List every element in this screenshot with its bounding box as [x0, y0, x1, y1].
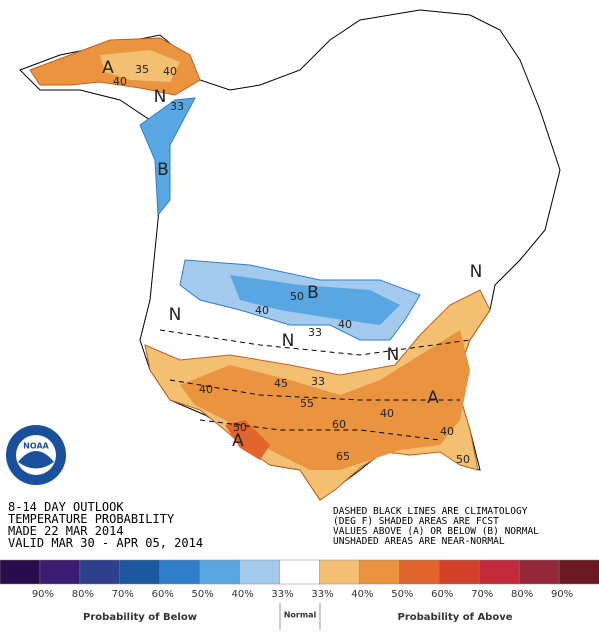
legend-label: 40% [351, 589, 373, 600]
legend-label: 33% [311, 589, 333, 600]
legend-swatch [439, 559, 480, 585]
logo-bird [18, 451, 54, 469]
note-line: (DEG F) SHADED AREAS ARE FCST [333, 516, 499, 527]
legend-swatch [558, 559, 599, 585]
map-label: 40 [380, 407, 394, 420]
logo-text: NOAA [23, 442, 49, 451]
legend-swatch [319, 559, 361, 585]
map-label: 33 [170, 100, 184, 113]
legend-caption: Probability of Below [83, 612, 197, 623]
map [19, 9, 561, 501]
legend-caption: Normal [284, 611, 317, 620]
map-label: B [157, 160, 169, 180]
map-label: 33 [308, 326, 322, 339]
header-line: TEMPERATURE PROBABILITY [8, 512, 175, 526]
map-label: 40 [113, 75, 127, 88]
legend-swatch [199, 559, 241, 585]
map-label: B [307, 283, 319, 303]
legend-label: 50% [192, 589, 214, 600]
climatology-line [199, 419, 441, 441]
legend-swatch [39, 559, 81, 585]
climatology-line [169, 379, 460, 401]
map-label: 45 [274, 377, 288, 390]
header-line: MADE 22 MAR 2014 [8, 524, 124, 538]
legend-caption: Probability of Above [397, 612, 512, 623]
legend-label: 70% [112, 589, 134, 600]
map-label: 33 [311, 375, 325, 388]
region-below-north-inner [230, 275, 400, 325]
region-below-northwest [139, 97, 196, 217]
map-label: 60 [332, 418, 346, 431]
map-label: N [387, 345, 400, 365]
legend-label: 40% [231, 589, 253, 600]
header-line: VALID MAR 30 - APR 05, 2014 [8, 536, 203, 550]
map-label: 40 [163, 65, 177, 78]
header-text: 8-14 DAY OUTLOOK TEMPERATURE PROBABILITY… [8, 500, 203, 550]
note-text: DASHED BLACK LINES ARE CLIMATOLOGY (DEG … [333, 506, 539, 547]
header-line: 8-14 DAY OUTLOOK [8, 500, 124, 514]
legend-swatch [239, 559, 281, 585]
map-label: 50 [290, 290, 304, 303]
legend-label: 80% [511, 589, 533, 600]
note-line: VALUES ABOVE (A) OR BELOW (B) NORMAL [333, 526, 539, 537]
legend-label: 80% [72, 589, 94, 600]
legend-swatch [119, 559, 161, 585]
legend-swatch [79, 559, 121, 585]
noaa-logo: NOAA [6, 425, 66, 485]
legend: 90% 80% 70% 60% 50% 40% 33% 33% 40% 50% 60% 70% 80% 9… [0, 559, 599, 600]
map-label: A [102, 58, 114, 78]
map-labels: A 40 35 40 N 33 B B 50 40 33 40 N N N N … [102, 58, 482, 466]
legend-label: 60% [152, 589, 174, 600]
legend-swatch [399, 559, 441, 585]
map-label: N [169, 305, 182, 325]
legend-swatch [0, 559, 41, 585]
map-label: 55 [300, 397, 314, 410]
legend-label: 60% [431, 589, 453, 600]
legend-swatch [359, 559, 401, 585]
map-label: 40 [440, 425, 454, 438]
map-label: N [154, 87, 167, 107]
map-label: N [470, 262, 483, 282]
map-label: N [282, 331, 295, 351]
region-above-alaska-inner [100, 50, 180, 82]
map-label: A [427, 388, 439, 408]
legend-swatch [159, 559, 201, 585]
map-label: 40 [338, 318, 352, 331]
map-label: 35 [135, 63, 149, 76]
map-label: 50 [456, 453, 470, 466]
legend-label: 90% [551, 589, 573, 600]
region-above-core [225, 420, 270, 460]
map-label: 40 [255, 304, 269, 317]
legend-label: 90% [32, 589, 54, 600]
map-label: 50 [233, 421, 247, 434]
legend-label: 70% [471, 589, 493, 600]
legend-label: 50% [391, 589, 413, 600]
legend-label: 33% [271, 589, 293, 600]
note-line: UNSHADED AREAS ARE NEAR-NORMAL [333, 536, 505, 547]
map-label: 40 [199, 383, 213, 396]
map-label: 65 [336, 450, 350, 463]
legend-swatch [279, 559, 321, 585]
legend-swatch [518, 559, 560, 585]
map-label: A [232, 431, 244, 451]
legend-swatch [478, 559, 520, 585]
note-line: DASHED BLACK LINES ARE CLIMATOLOGY [333, 506, 528, 517]
